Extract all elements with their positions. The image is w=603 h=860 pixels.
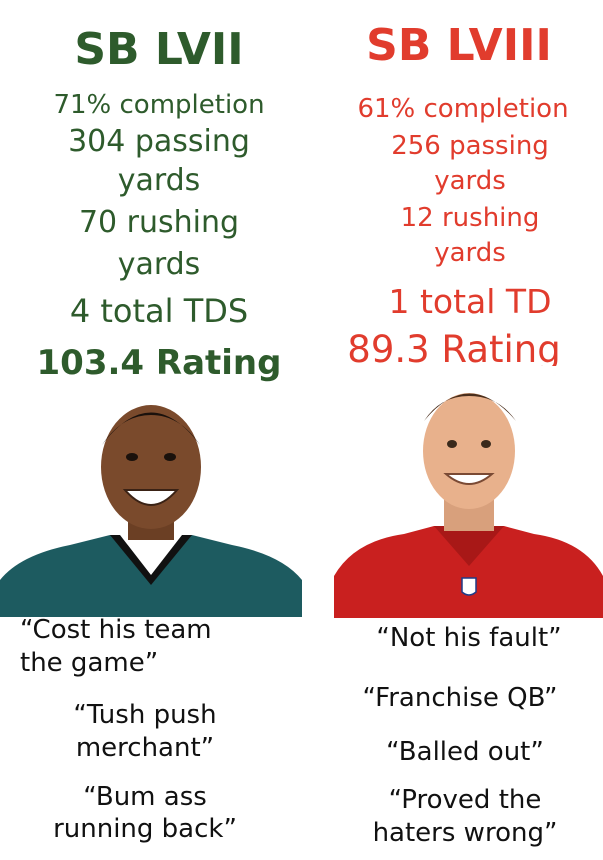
left-title: SB LVII <box>74 24 244 75</box>
left-quote-1-line-1: “Cost his team <box>20 615 212 645</box>
right-stat-rushing-unit: yards <box>434 238 506 268</box>
right-stat-passing-unit: yards <box>434 166 506 196</box>
left-stat-rushing: 70 rushing <box>78 205 240 240</box>
jersey-red-player-icon <box>334 366 603 618</box>
left-quote-2-line-2: merchant” <box>75 733 215 763</box>
right-player-photo <box>334 366 603 618</box>
right-quote-2: “Franchise QB” <box>362 683 558 713</box>
left-quote-3-line-2: running back” <box>53 814 237 844</box>
left-stat-passing: 304 passing <box>68 124 250 159</box>
left-stat-completion: 71% completion <box>53 90 265 120</box>
left-stat-rating: 103.4 Rating <box>36 343 282 383</box>
left-quote-3-line-1: “Bum ass <box>83 782 207 812</box>
right-stat-rushing: 12 rushing <box>400 203 540 233</box>
right-quote-4-line-2: haters wrong” <box>372 818 558 848</box>
left-stat-passing-unit: yards <box>117 163 201 198</box>
right-stat-rating: 89.3 Rating <box>347 328 561 371</box>
left-stat-tds: 4 total TDS <box>69 292 249 330</box>
left-quote-2-line-1: “Tush push <box>73 700 217 730</box>
right-quote-3: “Balled out” <box>386 737 544 767</box>
right-stat-tds: 1 total TD <box>388 282 552 321</box>
left-player-photo <box>0 385 302 617</box>
right-stat-passing: 256 passing <box>391 131 549 161</box>
left-stat-rushing-unit: yards <box>117 247 201 282</box>
right-title: SB LVIII <box>366 20 552 71</box>
right-quote-4-line-1: “Proved the <box>388 785 542 815</box>
right-stat-completion: 61% completion <box>357 94 569 124</box>
right-quote-1: “Not his fault” <box>376 623 562 653</box>
jersey-green-player-icon <box>0 385 302 617</box>
left-quote-1-line-2: the game” <box>20 648 159 678</box>
